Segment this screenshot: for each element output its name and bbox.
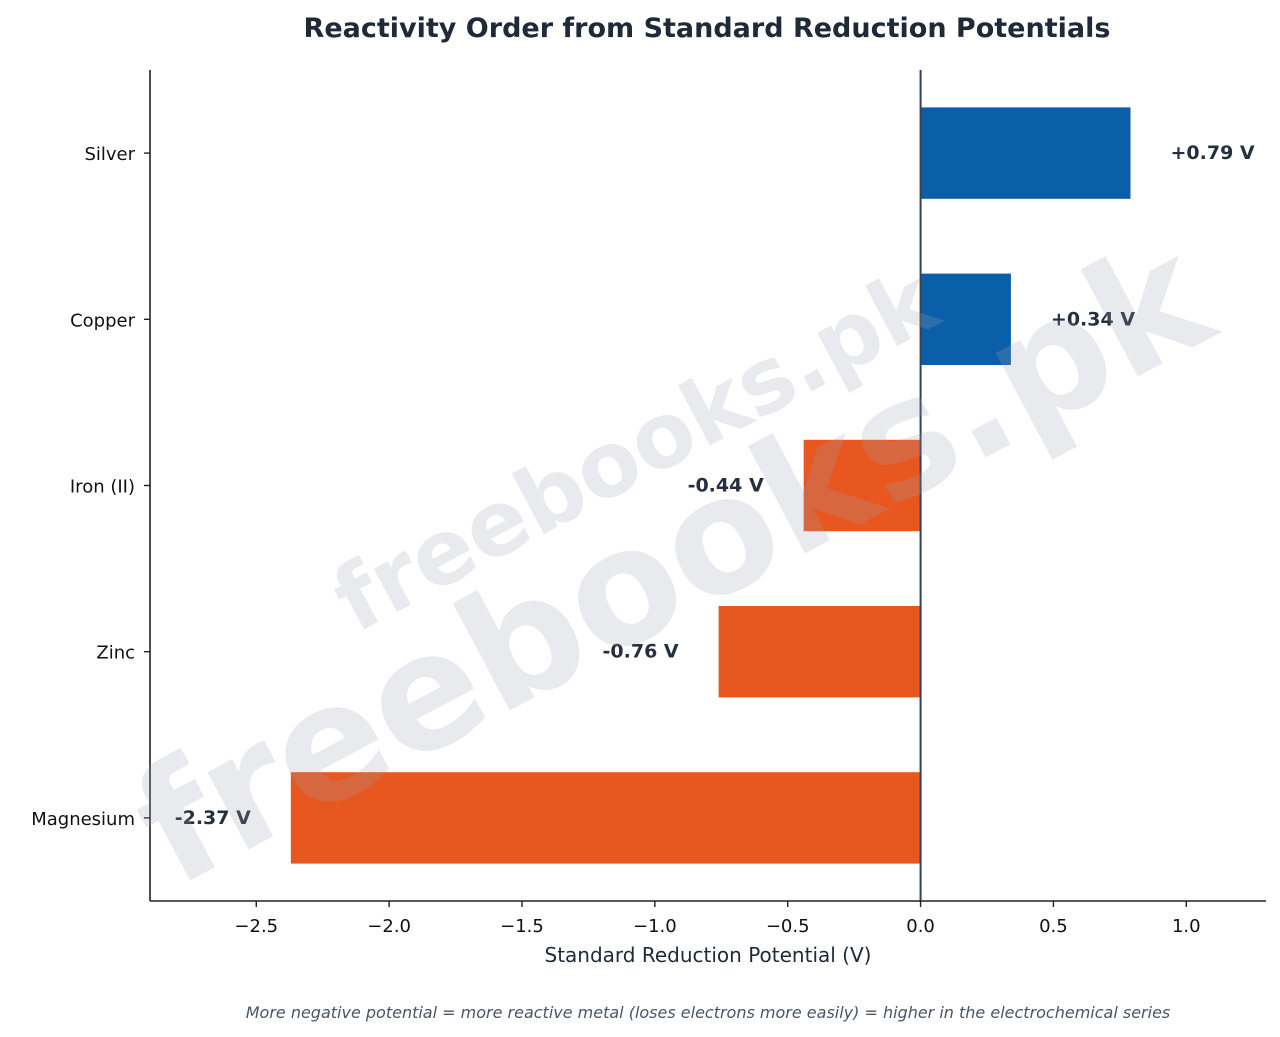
x-tick-label: 0.0 [906, 916, 935, 937]
x-axis-label: Standard Reduction Potential (V) [545, 943, 872, 967]
bar-silver [920, 107, 1131, 199]
bars-group [290, 107, 1131, 864]
bar-magnesium [290, 772, 921, 864]
value-label: -0.44 V [688, 475, 764, 497]
y-tick-label: Iron (II) [70, 477, 135, 498]
axes-group: Silver Copper Iron (II) Zinc Magnesium −2.5 −2… [31, 70, 1266, 937]
y-tick-label: Copper [70, 310, 136, 331]
x-tick-label: −2.0 [367, 916, 411, 937]
chart-title: Reactivity Order from Standard Reduction… [304, 13, 1111, 44]
bar-copper [920, 273, 1011, 366]
x-tick-label: −1.5 [500, 916, 544, 937]
x-tick-label: −0.5 [766, 916, 810, 937]
y-tick-label: Magnesium [31, 809, 135, 830]
value-label: +0.79 V [1170, 142, 1254, 164]
value-label: -2.37 V [175, 807, 251, 829]
value-labels-group: +0.79 V +0.34 V -0.44 V -0.76 V -2.37 V [175, 142, 1255, 829]
bar-iron-ii [803, 439, 921, 532]
bar-zinc [718, 605, 921, 698]
value-label: -0.76 V [603, 641, 679, 663]
x-tick-label: −1.0 [633, 916, 677, 937]
y-tick-label: Silver [84, 144, 135, 165]
x-tick-label: −2.5 [234, 916, 278, 937]
footnote: More negative potential = more reactive … [246, 1003, 1171, 1022]
y-tick-label: Zinc [96, 643, 135, 664]
x-tick-label: 1.0 [1172, 916, 1201, 937]
x-tick-label: 0.5 [1039, 916, 1068, 937]
value-label: +0.34 V [1051, 308, 1135, 330]
